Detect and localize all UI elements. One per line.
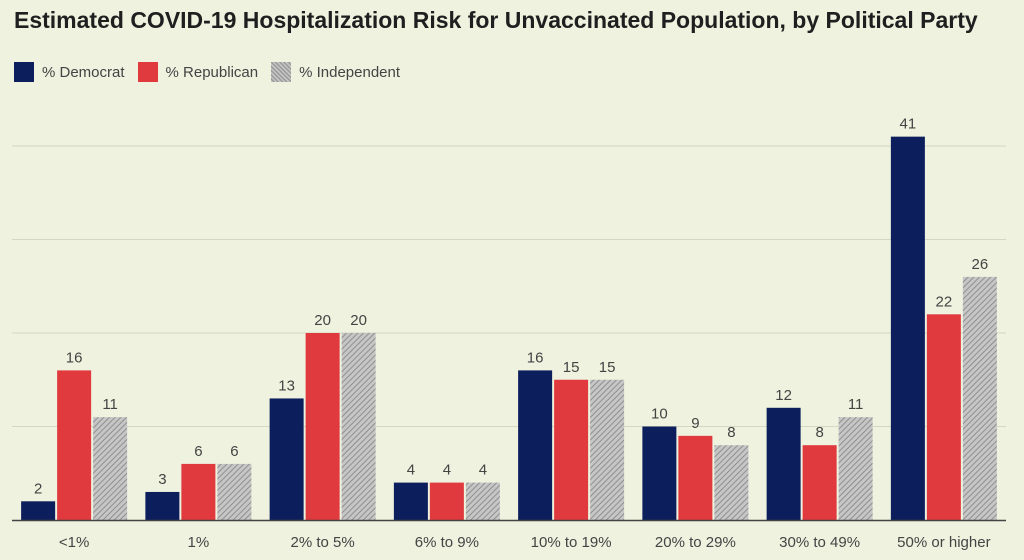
bar-independent	[217, 463, 252, 520]
category-label: <1%	[59, 534, 89, 551]
legend-item-independent: % Independent	[271, 62, 400, 82]
bar-democrat	[145, 491, 180, 520]
category-label: 50% or higher	[897, 534, 990, 551]
value-label: 6	[194, 443, 202, 460]
value-label: 26	[972, 256, 989, 273]
bars	[21, 136, 997, 520]
legend-item-republican: % Republican	[137, 62, 259, 82]
legend-label-independent: % Independent	[299, 63, 401, 81]
bar-democrat	[393, 482, 428, 520]
bar-independent	[465, 482, 500, 520]
bar-democrat	[642, 426, 677, 520]
category-label: 20% to 29%	[655, 534, 736, 551]
value-label: 41	[900, 116, 917, 133]
value-label: 8	[815, 424, 823, 441]
value-label: 4	[479, 462, 487, 479]
bar-independent	[93, 417, 128, 520]
bar-democrat	[21, 501, 56, 520]
bar-republican	[802, 445, 837, 520]
value-label: 15	[599, 359, 616, 376]
value-label: 11	[848, 396, 864, 413]
category-label: 30% to 49%	[779, 534, 860, 551]
value-label: 20	[314, 312, 331, 329]
bar-independent	[341, 333, 376, 520]
category-label: 6% to 9%	[415, 534, 479, 551]
value-label: 11	[102, 396, 118, 413]
value-label: 16	[66, 349, 83, 366]
category-labels: <1% 1% 2% to 5% 6% to 9% 10% to 19% 20% to 29…	[59, 534, 991, 551]
value-label: 8	[727, 424, 735, 441]
value-label: 22	[936, 293, 953, 310]
legend-label-republican: % Republican	[165, 63, 259, 81]
legend-item-democrat: % Democrat	[14, 62, 125, 82]
bar-democrat	[269, 398, 304, 520]
value-label: 4	[407, 462, 415, 479]
bar-democrat	[518, 370, 553, 520]
bar-democrat	[890, 136, 925, 520]
legend-swatch-democrat	[14, 62, 34, 82]
value-label: 20	[350, 312, 367, 329]
legend-swatch-republican	[137, 62, 158, 82]
category-label: 10% to 19%	[531, 534, 612, 551]
value-label: 10	[651, 406, 668, 423]
bar-republican	[429, 482, 464, 520]
bar-independent	[838, 417, 873, 520]
value-label: 4	[443, 462, 451, 479]
bar-republican	[57, 370, 92, 520]
legend-label-democrat: % Democrat	[42, 63, 125, 81]
bar-republican	[181, 463, 216, 520]
value-label: 6	[230, 443, 238, 460]
bar-republican	[554, 379, 589, 520]
bar-republican	[926, 314, 961, 520]
gridlines	[12, 145, 1006, 427]
value-label: 9	[691, 415, 699, 432]
legend-swatch-independent	[271, 62, 292, 82]
value-label: 3	[158, 471, 166, 488]
value-labels: 2 16 11 3 6 6 13 20 20 4 4 4 16 15 15 10 9 8 12 8 11 41 22 26	[34, 116, 988, 498]
value-label: 2	[34, 480, 42, 497]
bar-independent	[962, 276, 997, 520]
value-label: 12	[775, 387, 792, 404]
legend: % Democrat % Republican % Independent	[14, 62, 413, 82]
chart-title: Estimated COVID-19 Hospitalization Risk …	[14, 7, 978, 33]
bar-republican	[305, 333, 340, 520]
category-label: 1%	[188, 534, 210, 551]
category-label: 2% to 5%	[291, 534, 355, 551]
value-label: 16	[527, 349, 544, 366]
bar-democrat	[766, 407, 801, 520]
bar-republican	[678, 435, 713, 520]
value-label: 13	[278, 377, 295, 394]
value-label: 15	[563, 359, 580, 376]
bar-independent	[590, 379, 625, 520]
bar-independent	[714, 445, 749, 520]
